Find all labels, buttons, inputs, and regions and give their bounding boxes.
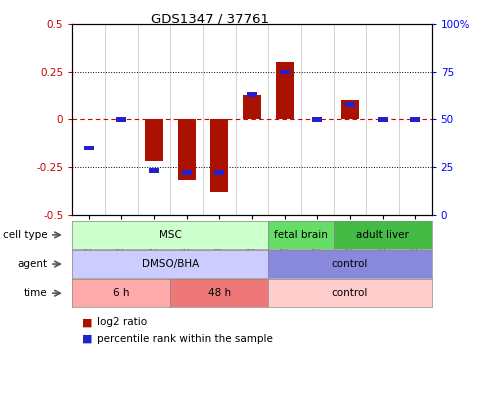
Text: ■: ■: [82, 318, 93, 327]
Bar: [178, 119, 196, 180]
Text: fetal brain: fetal brain: [274, 230, 328, 240]
Text: ■: ■: [82, 334, 93, 343]
Text: time: time: [24, 288, 47, 298]
Text: control: control: [332, 288, 368, 298]
Text: cell type: cell type: [3, 230, 47, 240]
Text: 6 h: 6 h: [113, 288, 130, 298]
Text: agent: agent: [17, 259, 47, 269]
Bar: [215, 171, 224, 175]
Text: DMSO/BHA: DMSO/BHA: [142, 259, 199, 269]
Bar: [247, 92, 257, 97]
Text: log2 ratio: log2 ratio: [97, 318, 147, 327]
Bar: [280, 70, 289, 74]
Text: GDS1347 / 37761: GDS1347 / 37761: [151, 12, 268, 25]
Bar: [378, 117, 388, 122]
Bar: [182, 171, 192, 175]
Bar: [145, 119, 163, 161]
Bar: [275, 62, 293, 119]
Bar: [211, 119, 229, 192]
Text: 48 h: 48 h: [208, 288, 231, 298]
Bar: [149, 168, 159, 173]
Bar: [243, 95, 261, 119]
Text: percentile rank within the sample: percentile rank within the sample: [97, 334, 273, 343]
Bar: [116, 117, 126, 122]
Text: adult liver: adult liver: [356, 230, 409, 240]
Text: MSC: MSC: [159, 230, 182, 240]
Bar: [345, 102, 355, 107]
Bar: [312, 117, 322, 122]
Bar: [341, 100, 359, 119]
Bar: [410, 117, 420, 122]
Bar: [84, 146, 94, 150]
Text: control: control: [332, 259, 368, 269]
